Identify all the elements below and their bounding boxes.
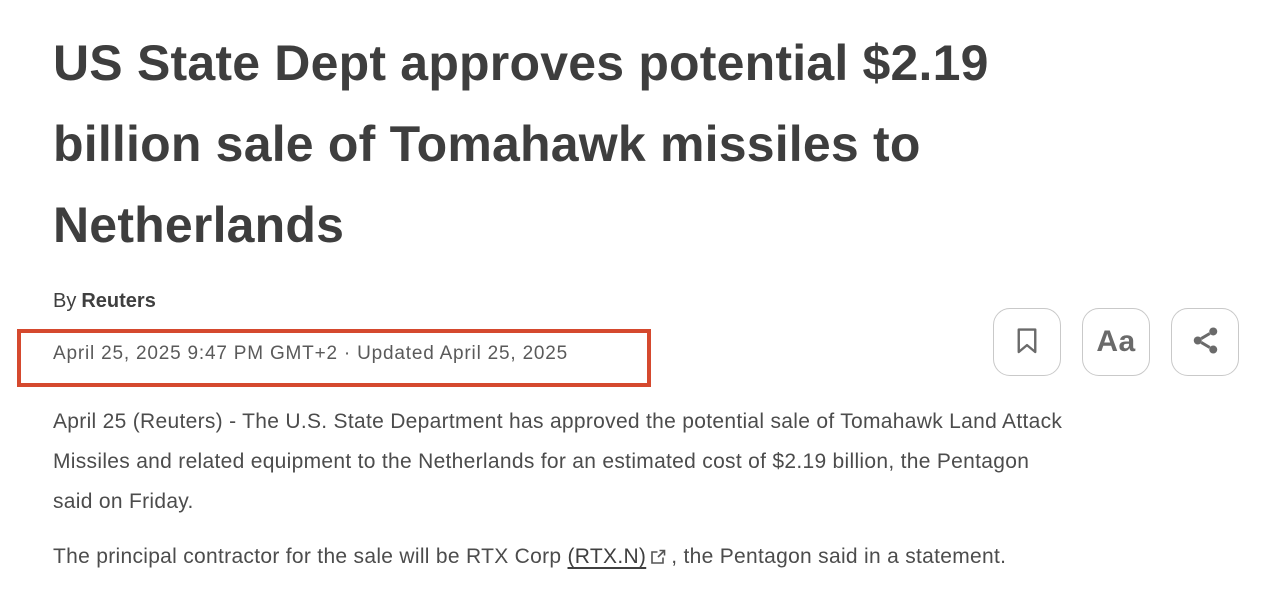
paragraph-2-text: The principal contractor for the sale wi… (53, 545, 568, 568)
article-dateline: April 25, 2025 9:47 PM GMT+2 · Updated A… (53, 343, 569, 364)
byline-prefix: By (53, 290, 77, 312)
article-headline: US State Dept approves potential $2.19 b… (53, 23, 1233, 266)
text-size-icon: Aa (1096, 325, 1136, 358)
paragraph-1-line-2: Missiles and related equipment to the Ne… (53, 450, 1030, 473)
external-link-icon (650, 547, 666, 570)
article-toolbar: Aa (993, 308, 1239, 376)
text-size-button[interactable]: Aa (1082, 308, 1150, 376)
headline-line-2: billion sale of Tomahawk missiles to (53, 116, 921, 172)
rtx-ticker-link[interactable]: (RTX.N) (567, 545, 647, 568)
paragraph-1-line-1: April 25 (Reuters) - The U.S. State Depa… (53, 410, 1063, 433)
body-paragraph-1: April 25 (Reuters) - The U.S. State Depa… (53, 402, 1062, 522)
paragraph-1-line-3: said on Friday. (53, 490, 194, 513)
bookmark-button[interactable] (993, 308, 1061, 376)
headline-line-3: Netherlands (53, 197, 345, 253)
paragraph-2-text-after: , the Pentagon said in a statement. (671, 545, 1007, 568)
byline: By Reuters (53, 288, 156, 314)
share-icon (1190, 325, 1221, 359)
body-paragraph-2: The principal contractor for the sale wi… (53, 537, 1006, 579)
bookmark-icon (1016, 327, 1038, 358)
byline-author-link[interactable]: Reuters (81, 290, 156, 312)
headline-line-1: US State Dept approves potential $2.19 (53, 35, 989, 91)
share-button[interactable] (1171, 308, 1239, 376)
